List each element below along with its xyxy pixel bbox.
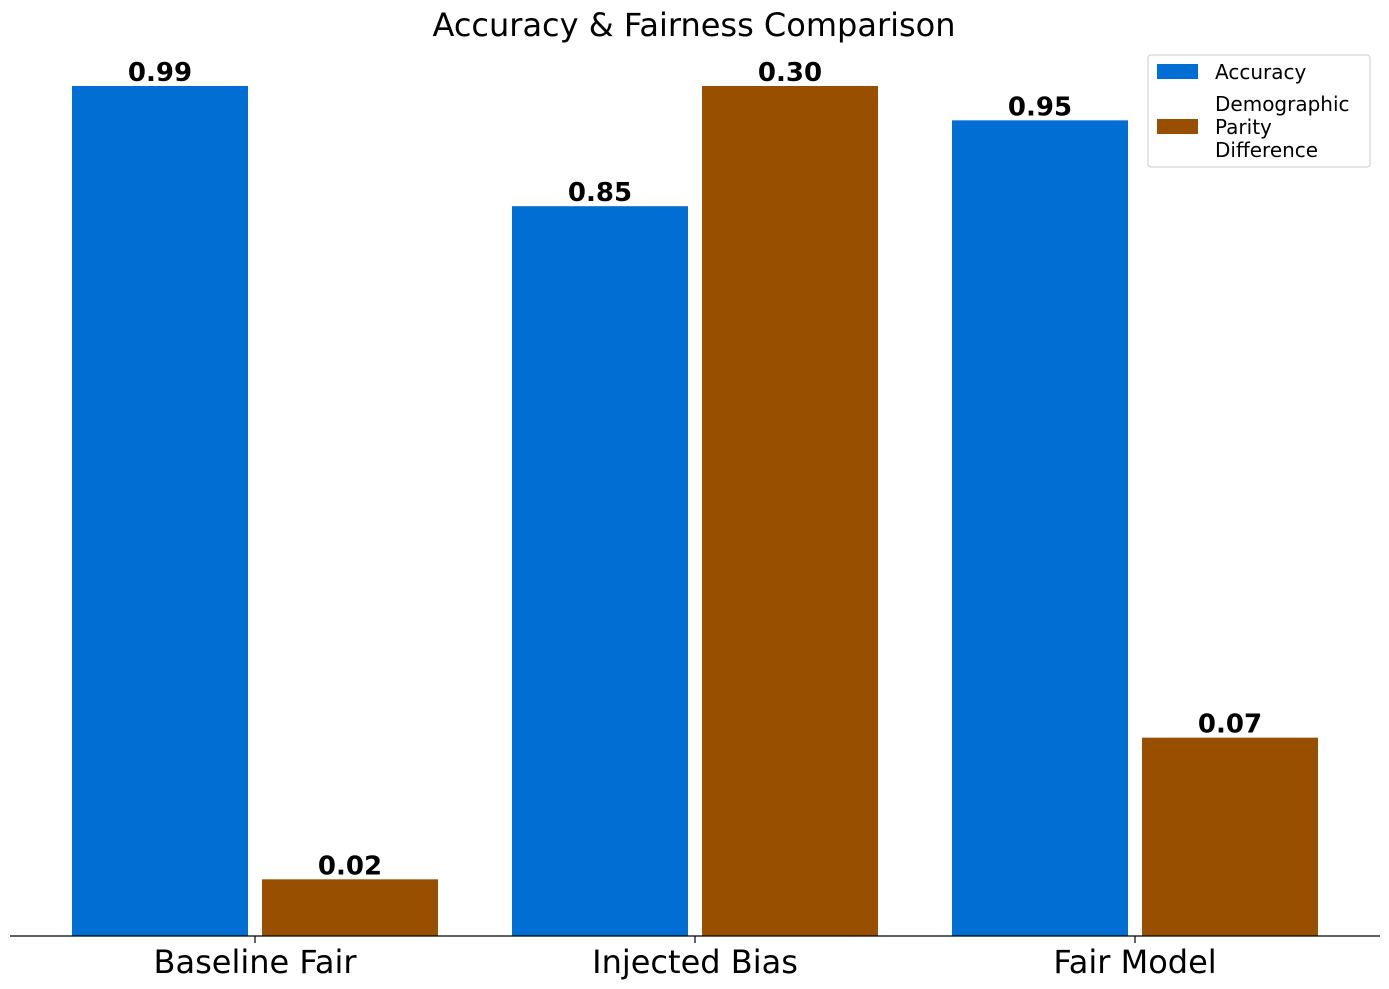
bar-baseline-fair-accuracy bbox=[72, 86, 248, 936]
data-label: 0.99 bbox=[128, 58, 192, 88]
x-tick-label: Injected Bias bbox=[592, 943, 798, 981]
legend-swatch bbox=[1157, 119, 1198, 134]
data-label: 0.95 bbox=[1008, 92, 1072, 122]
legend-label: Parity bbox=[1215, 115, 1272, 139]
bar-injected-bias-accuracy bbox=[512, 206, 688, 936]
legend-label: Difference bbox=[1215, 138, 1318, 162]
data-labels-group: 0.99 0.85 0.95 0.02 0.30 0.07 bbox=[128, 58, 1262, 881]
bar-fair-model-accuracy bbox=[952, 120, 1128, 936]
legend-label: Demographic bbox=[1215, 92, 1350, 116]
bar-injected-bias-dpd bbox=[702, 86, 878, 936]
bar-baseline-fair-dpd bbox=[262, 879, 438, 936]
data-label: 0.85 bbox=[568, 178, 632, 208]
chart-title: Accuracy & Fairness Comparison bbox=[432, 6, 955, 44]
data-label: 0.02 bbox=[318, 851, 382, 881]
bars-group bbox=[72, 86, 1318, 936]
x-tick-label: Fair Model bbox=[1053, 943, 1216, 981]
legend-label: Accuracy bbox=[1215, 60, 1306, 84]
x-tick-label: Baseline Fair bbox=[154, 943, 358, 981]
legend-frame bbox=[1147, 54, 1371, 168]
legend-swatch bbox=[1157, 64, 1198, 79]
x-ticks-group: Baseline Fair Injected Bias Fair Model bbox=[154, 936, 1217, 981]
bar-fair-model-dpd bbox=[1142, 737, 1318, 936]
data-label: 0.07 bbox=[1198, 710, 1262, 740]
data-label: 0.30 bbox=[758, 58, 822, 88]
